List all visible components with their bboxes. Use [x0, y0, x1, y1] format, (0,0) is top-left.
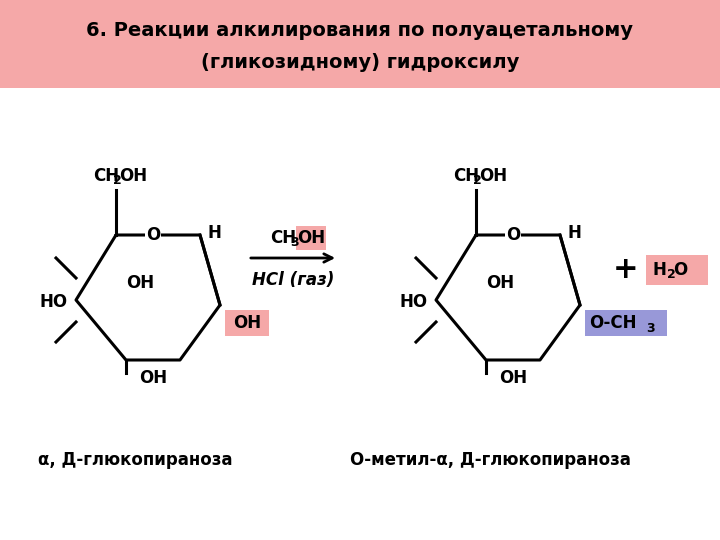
Text: CH: CH [270, 229, 296, 247]
Text: OH: OH [499, 369, 527, 387]
Bar [296, 226, 326, 250]
Text: OH: OH [126, 274, 154, 292]
Text: O: O [506, 226, 520, 244]
Text: H: H [567, 224, 581, 242]
Text: 3: 3 [646, 321, 654, 334]
Text: OH: OH [233, 314, 261, 332]
Text: 3: 3 [290, 237, 299, 249]
Text: OH: OH [119, 167, 147, 185]
Text: HCl (газ): HCl (газ) [252, 271, 334, 289]
Text: 2: 2 [667, 268, 676, 281]
Text: O: O [146, 226, 160, 244]
Text: CH: CH [453, 167, 479, 185]
Text: OH: OH [297, 229, 325, 247]
Text: OH: OH [486, 274, 514, 292]
Text: CH: CH [93, 167, 119, 185]
Text: H: H [207, 224, 221, 242]
Text: HO: HO [400, 293, 428, 311]
Text: 2: 2 [473, 174, 482, 187]
Text: H: H [652, 261, 666, 279]
Text: OH: OH [139, 369, 167, 387]
Bar [0, 0, 720, 88]
Text: (гликозидному) гидроксилу: (гликозидному) гидроксилу [201, 52, 519, 71]
Text: O-CH: O-CH [589, 314, 636, 332]
Bar [225, 310, 269, 336]
Bar [646, 255, 708, 285]
Text: O: O [673, 261, 688, 279]
Text: α, Д-глюкопираноза: α, Д-глюкопираноза [37, 451, 233, 469]
Text: 6. Реакции алкилирования по полуацетальному: 6. Реакции алкилирования по полуацетальн… [86, 21, 634, 39]
Text: HO: HO [40, 293, 68, 311]
Text: OH: OH [479, 167, 507, 185]
Text: 2: 2 [113, 174, 122, 187]
Text: О-метил-α, Д-глюкопираноза: О-метил-α, Д-глюкопираноза [350, 451, 631, 469]
Text: +: + [613, 255, 639, 285]
Bar [585, 310, 667, 336]
